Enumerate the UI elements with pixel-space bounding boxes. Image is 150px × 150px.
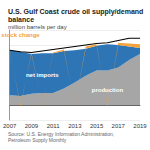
- svg-text:2017: 2017: [112, 123, 126, 129]
- svg-text:Petroleum Supply Monthly: Petroleum Supply Monthly: [8, 137, 67, 143]
- svg-text:2013: 2013: [68, 123, 82, 129]
- svg-text:2011: 2011: [47, 123, 61, 129]
- svg-text:net imports: net imports: [26, 72, 59, 78]
- svg-text:2015: 2015: [90, 123, 104, 129]
- svg-text:balance: balance: [8, 16, 34, 23]
- svg-text:stock change: stock change: [1, 32, 40, 38]
- svg-text:production: production: [92, 87, 124, 93]
- svg-text:2007: 2007: [3, 123, 17, 129]
- svg-text:2019: 2019: [133, 123, 147, 129]
- svg-text:Source: U.S. Energy Informatio: Source: U.S. Energy Information Administ…: [8, 131, 116, 137]
- svg-text:U.S. Gulf Coast crude oil supp: U.S. Gulf Coast crude oil supply/demand: [8, 8, 145, 16]
- svg-text:2009: 2009: [25, 123, 39, 129]
- svg-text:million barrels per day: million barrels per day: [8, 24, 67, 30]
